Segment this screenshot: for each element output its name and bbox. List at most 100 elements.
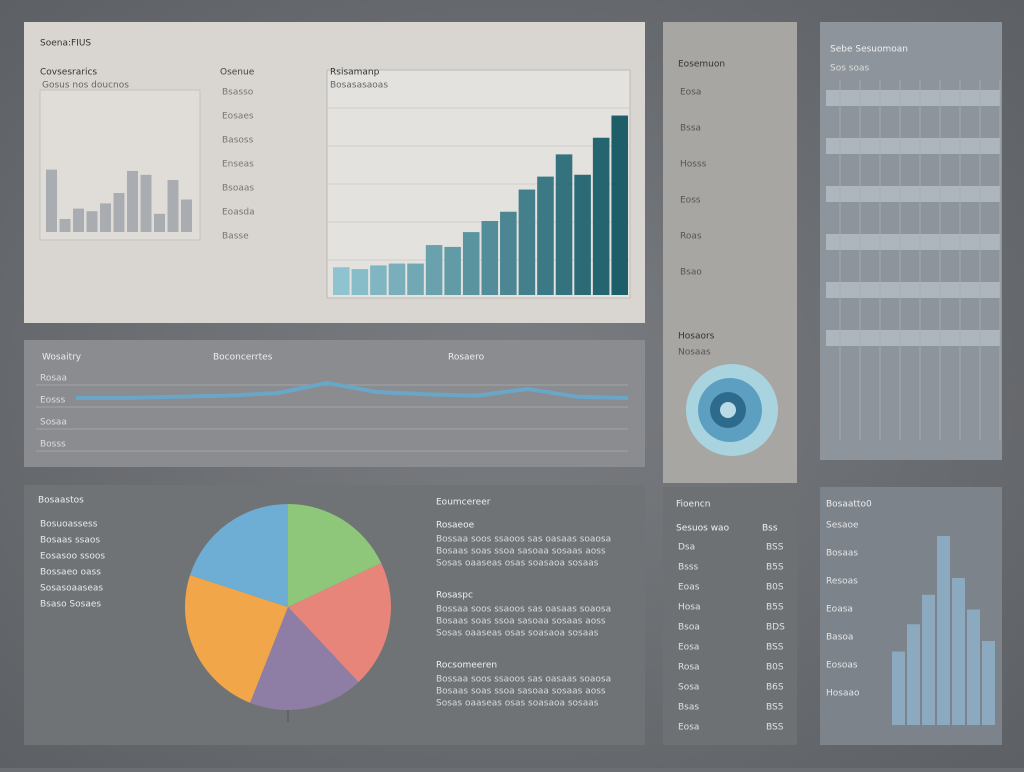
bar [952, 578, 965, 725]
list-item: Bsaso Sosaes [40, 600, 101, 610]
bar [113, 193, 125, 232]
table-cell: B0S [766, 583, 784, 593]
list-item: Hosss [680, 160, 707, 170]
pie-slice [185, 575, 288, 703]
table-cell: Bsoa [678, 623, 700, 633]
panel-title: Sebe Sesuomoan [830, 45, 908, 55]
panel [24, 340, 645, 467]
text-line: Sosas oaaseas osas soasaoa sosaas [436, 559, 599, 569]
table-cell: BSS [766, 543, 784, 553]
bar [444, 246, 461, 295]
bar [351, 269, 369, 295]
panel-title: Hosaors [678, 332, 715, 342]
strip [826, 282, 1000, 298]
strip [826, 330, 1000, 346]
list-item: Basoa [826, 633, 853, 643]
table-cell: BSS [766, 723, 784, 733]
table-cell: Eosa [678, 643, 699, 653]
section-title: Rosaeoe [436, 521, 475, 531]
text-line: Bosaas soas ssoa sasoaa sosaas aoss [436, 547, 606, 557]
list-item: Bsasso [222, 88, 254, 98]
table-cell: Bsas [678, 703, 699, 713]
bar [937, 536, 950, 725]
list-item: Eoasa [826, 605, 853, 615]
bar [462, 232, 480, 295]
table-cell: Eoas [678, 583, 700, 593]
list-item: Bosuoassess [40, 520, 98, 530]
bar [537, 176, 554, 295]
bar [407, 263, 424, 295]
bar [481, 221, 499, 295]
strip [826, 138, 1000, 154]
pie-slice [288, 563, 391, 683]
pie-slice [250, 607, 359, 710]
list-item: Bsoaas [222, 184, 254, 194]
list-item: Eosasoo ssoos [40, 552, 105, 562]
list-item: Resoas [826, 577, 858, 587]
text-line: Bossaa soos ssaoos sas oasaas soaosa [436, 535, 611, 545]
bar [46, 169, 57, 232]
panel-title: Bosaastos [38, 496, 84, 506]
list-item: Sosasoaaseas [40, 584, 103, 594]
list-item: Eosa [680, 88, 701, 98]
text-line: Bosaas soas ssoa sasoaa sosaas aoss [436, 617, 606, 627]
table-cell: Dsa [678, 543, 695, 553]
bar [100, 203, 111, 232]
row-label: Sosaa [40, 418, 67, 428]
table-cell: BS5 [766, 703, 783, 713]
list-item: Roas [680, 232, 702, 242]
panel-title: Rsisamanp [330, 68, 380, 78]
bar [892, 651, 905, 725]
bar [388, 263, 406, 295]
text-line: Bossaa soos ssaoos sas oasaas soaosa [436, 675, 611, 685]
list-item: Bsao [680, 268, 702, 278]
table-cell: BSS [766, 643, 784, 653]
bar [425, 245, 443, 295]
bar [140, 174, 152, 232]
pie-slice [288, 504, 382, 607]
table-header: Sesuos wao [676, 524, 730, 534]
list-item: Bossaeo oass [40, 568, 101, 578]
list-title: Osenue [220, 68, 255, 78]
table-cell: Hosa [678, 603, 700, 613]
table-cell: B0S [766, 663, 784, 673]
strip [826, 186, 1000, 202]
table-header: Bss [762, 524, 778, 534]
row-label: Bosss [40, 440, 66, 450]
bar [500, 211, 517, 295]
bar [167, 180, 179, 232]
text-line: Sosas oaaseas osas soasaoa sosaas [436, 629, 599, 639]
bar [181, 199, 192, 232]
table-cell: B5S [766, 563, 784, 573]
table-cell: B5S [766, 603, 784, 613]
list-item: Eoasda [222, 208, 255, 218]
table-cell: B6S [766, 683, 784, 693]
list-item: Basoss [222, 136, 254, 146]
page-title: Soena:FIUS [40, 39, 91, 49]
bar [611, 115, 628, 295]
panel-title: Eosemuon [678, 60, 725, 70]
strip [826, 234, 1000, 250]
bar [154, 213, 165, 232]
list-item: Bosaas ssaos [40, 536, 100, 546]
list-item: Sesaoe [826, 521, 859, 531]
table-cell: Eosa [678, 723, 699, 733]
bar [982, 641, 995, 725]
bar [127, 170, 138, 232]
bar [73, 208, 84, 232]
list-item: Hosaao [826, 689, 860, 699]
list-item: Bssa [680, 124, 701, 134]
list-item: Eosoas [826, 661, 858, 671]
bar [967, 609, 980, 725]
section-title: Rocsomeeren [436, 661, 497, 671]
list-item: Basse [222, 232, 249, 242]
table-cell: Rosa [678, 663, 700, 673]
line-series [76, 380, 629, 400]
row-label: Eosss [40, 396, 66, 406]
list-item: Enseas [222, 160, 254, 170]
bar [59, 219, 71, 232]
row-label: Rosaa [40, 374, 67, 384]
bar [592, 137, 610, 295]
subtitle: Gosus nos doucnos [42, 81, 129, 91]
